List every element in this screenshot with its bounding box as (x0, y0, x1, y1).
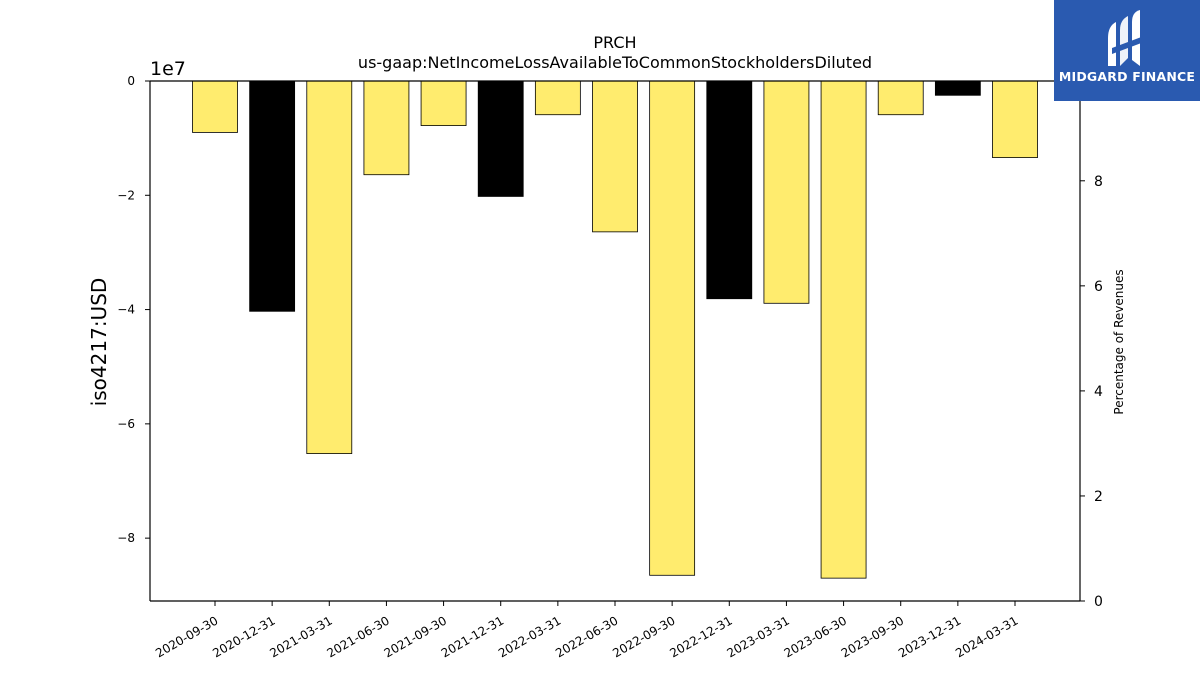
midgard-finance-logo: MIDGARD FINANCE (1054, 0, 1200, 101)
bar-2021-06-30 (363, 80, 410, 176)
x-tick-label: 2022-09-30 (610, 613, 677, 660)
y-tick-label: −6 (117, 417, 135, 431)
y-tick-label: −2 (117, 188, 135, 202)
y-tick-label: −4 (117, 303, 135, 317)
x-tick-label: 2023-09-30 (839, 613, 906, 660)
bar-2022-09-30 (649, 80, 696, 576)
y2-tick-label: 4 (1094, 384, 1103, 400)
y-tick-label: −8 (117, 531, 135, 545)
bar-2023-09-30 (877, 80, 924, 116)
y2-tick-label: 0 (1094, 594, 1103, 610)
x-tick-label: 2022-06-30 (553, 613, 620, 660)
x-tick-label: 2023-06-30 (782, 613, 849, 660)
x-tick-label: 2022-03-31 (496, 613, 563, 660)
x-tick-label: 2021-09-30 (382, 613, 449, 660)
bar-2020-12-31 (249, 80, 296, 312)
x-tick-label: 2021-03-31 (267, 613, 334, 660)
chart-subtitle: us-gaap:NetIncomeLossAvailableToCommonSt… (358, 53, 872, 72)
bars-group (192, 80, 1038, 579)
x-tick-label: 2023-03-31 (725, 613, 792, 660)
x-tick-label: 2022-12-31 (667, 613, 734, 660)
x-tick-label: 2021-06-30 (325, 613, 392, 660)
x-tick-label: 2024-03-31 (953, 613, 1020, 660)
y-tick-label: 0 (127, 74, 135, 88)
y-offset-text: 1e7 (150, 58, 186, 80)
x-tick-label: 2021-12-31 (439, 613, 506, 660)
bar-2021-12-31 (477, 80, 524, 197)
bar-2023-12-31 (934, 80, 981, 96)
y2-tick-label: 8 (1094, 174, 1103, 190)
midgard-logo-icon (1108, 10, 1144, 66)
bar-2022-12-31 (706, 80, 753, 300)
logo-text: MIDGARD FINANCE (1058, 69, 1196, 84)
bar-2021-03-31 (306, 80, 353, 454)
bar-2024-03-31 (992, 80, 1038, 158)
y2-tick-label: 6 (1094, 279, 1103, 295)
y2-tick-label: 2 (1094, 489, 1103, 505)
bar-2023-06-30 (820, 80, 867, 579)
bar-2022-06-30 (592, 80, 638, 233)
bar-2021-09-30 (420, 80, 467, 126)
x-tick-label: 2020-12-31 (210, 613, 277, 660)
x-tick-label: 2023-12-31 (896, 613, 963, 660)
bar-2020-09-30 (192, 80, 238, 133)
bar-2023-03-31 (763, 80, 810, 304)
y-axis-label: iso4217:USD (87, 278, 111, 407)
chart-title: PRCH (593, 33, 636, 52)
x-tick-label: 2020-09-30 (153, 613, 220, 660)
y2-axis-label: Percentage of Revenues (1112, 269, 1126, 414)
bar-2022-03-31 (534, 80, 581, 116)
